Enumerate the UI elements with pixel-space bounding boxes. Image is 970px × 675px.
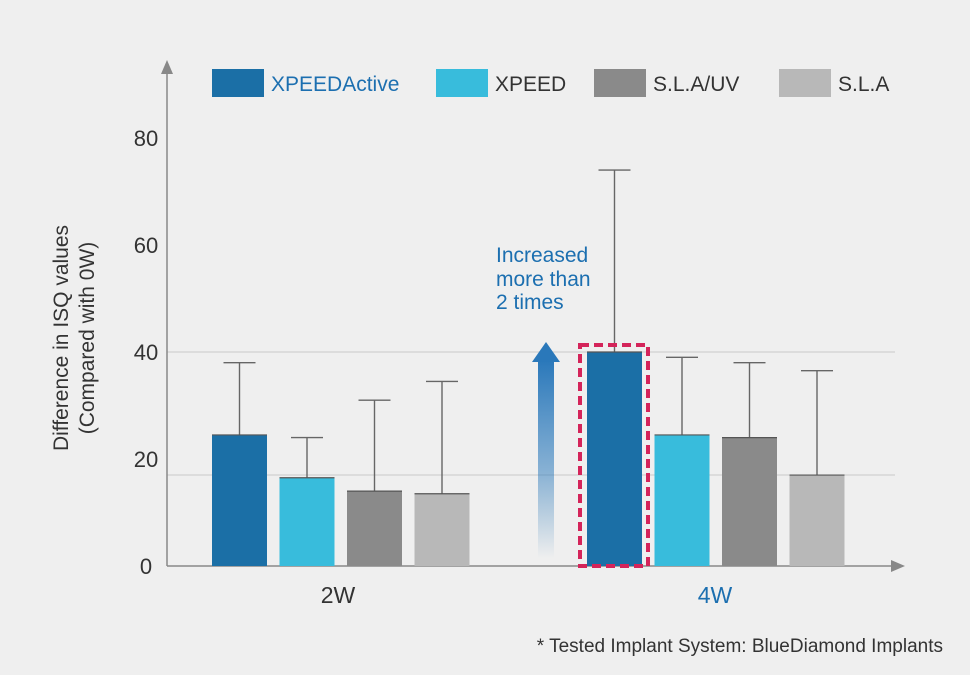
highlight-box xyxy=(578,343,650,568)
legend-label-xpeedactive: XPEEDActive xyxy=(271,73,399,96)
x-axis-arrow xyxy=(891,560,905,572)
category-label-2w: 2W xyxy=(321,582,356,608)
increase-arrow-head xyxy=(532,342,560,362)
bar-4w-xpeed xyxy=(654,434,710,566)
y-tick-label-60: 60 xyxy=(134,233,158,258)
legend-swatch-sla xyxy=(779,69,831,97)
footnote: * Tested Implant System: BlueDiamond Imp… xyxy=(537,636,943,657)
y-tick-label-80: 80 xyxy=(134,126,158,151)
y-axis-label: Difference in ISQ values xyxy=(50,225,73,451)
y-tick-label-0: 0 xyxy=(140,554,152,579)
legend-swatch-sla-uv xyxy=(594,69,646,97)
y-tick-label-40: 40 xyxy=(134,340,158,365)
bar-4w-slauv xyxy=(722,437,777,566)
bar-2w-xpeedactive xyxy=(212,434,267,566)
y-axis-sublabel: (Compared with 0W) xyxy=(76,242,99,435)
annotation-line-2: more than xyxy=(496,268,591,291)
y-axis-arrow xyxy=(161,60,173,74)
legend-label-sla: S.L.A xyxy=(838,73,889,96)
bar-4w-sla xyxy=(789,475,845,566)
legend: XPEEDActive XPEED S.L.A/UV S.L.A xyxy=(212,69,889,97)
increase-annotation: Increased more than 2 times xyxy=(496,244,596,314)
legend-swatch-xpeed xyxy=(436,69,488,97)
bar-4w-xpeedactive xyxy=(587,352,642,566)
bar-2w-xpeed xyxy=(279,477,335,566)
bar-2w-sla xyxy=(414,493,470,566)
legend-label-sla-uv: S.L.A/UV xyxy=(653,73,739,96)
legend-swatch-xpeedactive xyxy=(212,69,264,97)
category-label-4w: 4W xyxy=(698,582,733,608)
y-tick-label-20: 20 xyxy=(134,447,158,472)
legend-label-xpeed: XPEED xyxy=(495,73,566,96)
bar-2w-slauv xyxy=(347,491,402,566)
annotation-line-1: Increased xyxy=(496,244,588,267)
increase-arrow-shaft xyxy=(538,360,554,558)
annotation-line-3: 2 times xyxy=(496,291,564,314)
